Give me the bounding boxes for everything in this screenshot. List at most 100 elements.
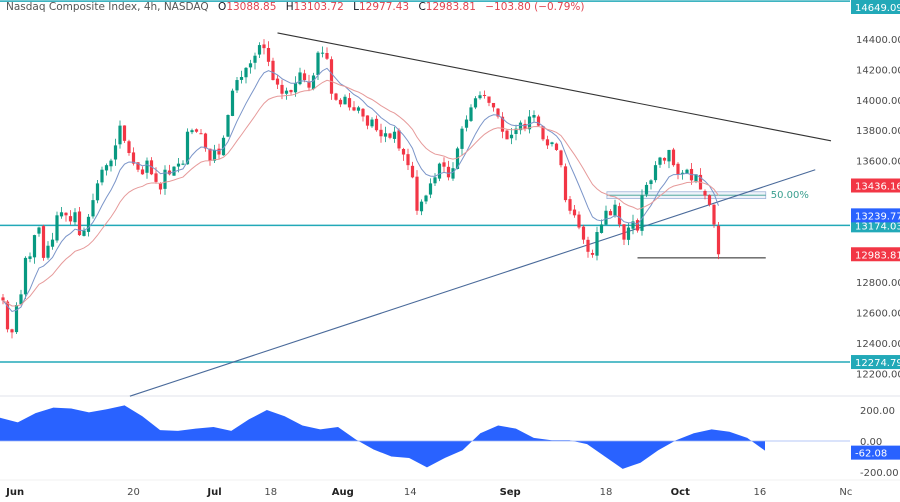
candle-body bbox=[190, 130, 194, 133]
candle-body bbox=[266, 47, 271, 62]
candle-body bbox=[541, 126, 545, 140]
candle-body bbox=[518, 122, 523, 131]
candle-body bbox=[64, 212, 68, 216]
time-tick-label: 18 bbox=[600, 487, 613, 498]
candle-body bbox=[136, 162, 140, 170]
candle-body bbox=[248, 63, 253, 68]
candle-body bbox=[406, 154, 410, 166]
candle-body bbox=[644, 184, 649, 195]
candle-body bbox=[239, 77, 244, 80]
candle-body bbox=[410, 165, 415, 178]
open-label: O bbox=[218, 1, 227, 13]
candle-body bbox=[253, 55, 257, 63]
candle-body bbox=[581, 226, 586, 240]
candle-body bbox=[163, 169, 167, 189]
candle-body bbox=[145, 160, 149, 173]
oscillator-tick-label: 200.00 bbox=[860, 406, 895, 417]
candle-body bbox=[343, 96, 347, 105]
candle-body bbox=[361, 108, 365, 117]
candle-body bbox=[82, 230, 86, 236]
candle-body bbox=[14, 305, 19, 333]
time-tick-label: 18 bbox=[264, 487, 277, 498]
candle-body bbox=[433, 177, 437, 184]
candle-body bbox=[662, 157, 667, 161]
candle-body bbox=[199, 133, 203, 135]
candle-body bbox=[176, 163, 181, 167]
candle-body bbox=[23, 257, 28, 295]
candle-body bbox=[559, 150, 563, 166]
candle-body bbox=[590, 252, 595, 255]
candle-body bbox=[604, 210, 608, 225]
candle-body bbox=[527, 116, 532, 130]
candle-body bbox=[392, 131, 397, 139]
candle-body bbox=[302, 73, 307, 81]
price-tick-label: 13800.00 bbox=[856, 126, 900, 137]
candle-body bbox=[379, 129, 383, 137]
candle-body bbox=[59, 212, 64, 217]
time-tick-label: Nc bbox=[839, 487, 852, 498]
candle-body bbox=[275, 78, 280, 85]
candle-body bbox=[626, 227, 631, 240]
candle-body bbox=[118, 125, 122, 145]
candle-body bbox=[347, 98, 352, 108]
candle-body bbox=[653, 165, 658, 181]
candle-body bbox=[10, 329, 14, 333]
candle-body bbox=[707, 195, 712, 205]
candle-body bbox=[667, 149, 671, 162]
candle-body bbox=[442, 162, 446, 167]
candle-body bbox=[374, 118, 379, 131]
time-tick-label: 16 bbox=[754, 487, 767, 498]
candle-body bbox=[167, 170, 172, 175]
candle-body bbox=[446, 166, 451, 178]
candle-body bbox=[388, 133, 392, 138]
candle-body bbox=[586, 239, 590, 252]
candle-body bbox=[500, 116, 505, 132]
candle-body bbox=[424, 195, 428, 202]
candle-body bbox=[185, 131, 190, 165]
candle-body bbox=[329, 59, 334, 94]
candle-body bbox=[554, 143, 559, 150]
candle-body bbox=[262, 44, 266, 49]
candle-body bbox=[536, 116, 541, 126]
candle-body bbox=[338, 99, 343, 105]
price-tag-bg bbox=[851, 247, 900, 262]
candle-body bbox=[482, 94, 487, 96]
low-value: 12977.43 bbox=[358, 1, 410, 13]
candle-body bbox=[365, 115, 370, 126]
candle-body bbox=[203, 133, 208, 149]
candle-body bbox=[73, 212, 77, 223]
close-value: 12983.81 bbox=[425, 1, 476, 13]
candle-body bbox=[671, 149, 676, 166]
candle-body bbox=[113, 145, 118, 160]
candles bbox=[1, 39, 721, 339]
time-tick-label: 20 bbox=[127, 487, 140, 498]
candle-body bbox=[334, 93, 338, 100]
candle-body bbox=[181, 163, 185, 165]
time-tick-label: Aug bbox=[332, 487, 354, 498]
candle-body bbox=[316, 52, 320, 76]
candle-body bbox=[370, 119, 374, 127]
oscillator-tick-label: 0.00 bbox=[860, 437, 882, 448]
candle-body bbox=[298, 72, 302, 85]
candle-body bbox=[460, 128, 464, 149]
candle-body bbox=[428, 183, 433, 195]
candle-body bbox=[91, 200, 95, 217]
candle-body bbox=[280, 84, 284, 94]
price-tick-label: 12400.00 bbox=[856, 339, 900, 350]
price-tick-label: 14200.00 bbox=[856, 65, 900, 76]
candle-body bbox=[55, 215, 59, 241]
candle-body bbox=[37, 227, 41, 234]
oscillator-value-tag: -62.08 bbox=[855, 449, 887, 460]
candle-body bbox=[19, 294, 23, 305]
fib-label: 50.00% bbox=[771, 190, 809, 201]
candle-body bbox=[631, 221, 635, 229]
candle-body bbox=[496, 108, 500, 117]
candle-body bbox=[307, 81, 311, 88]
time-tick-label: Sep bbox=[500, 487, 521, 498]
candle-body bbox=[50, 239, 55, 247]
ema-fast-line bbox=[2, 67, 719, 313]
candle-body bbox=[545, 139, 550, 146]
candle-body bbox=[284, 90, 289, 94]
candle-body bbox=[608, 211, 613, 216]
